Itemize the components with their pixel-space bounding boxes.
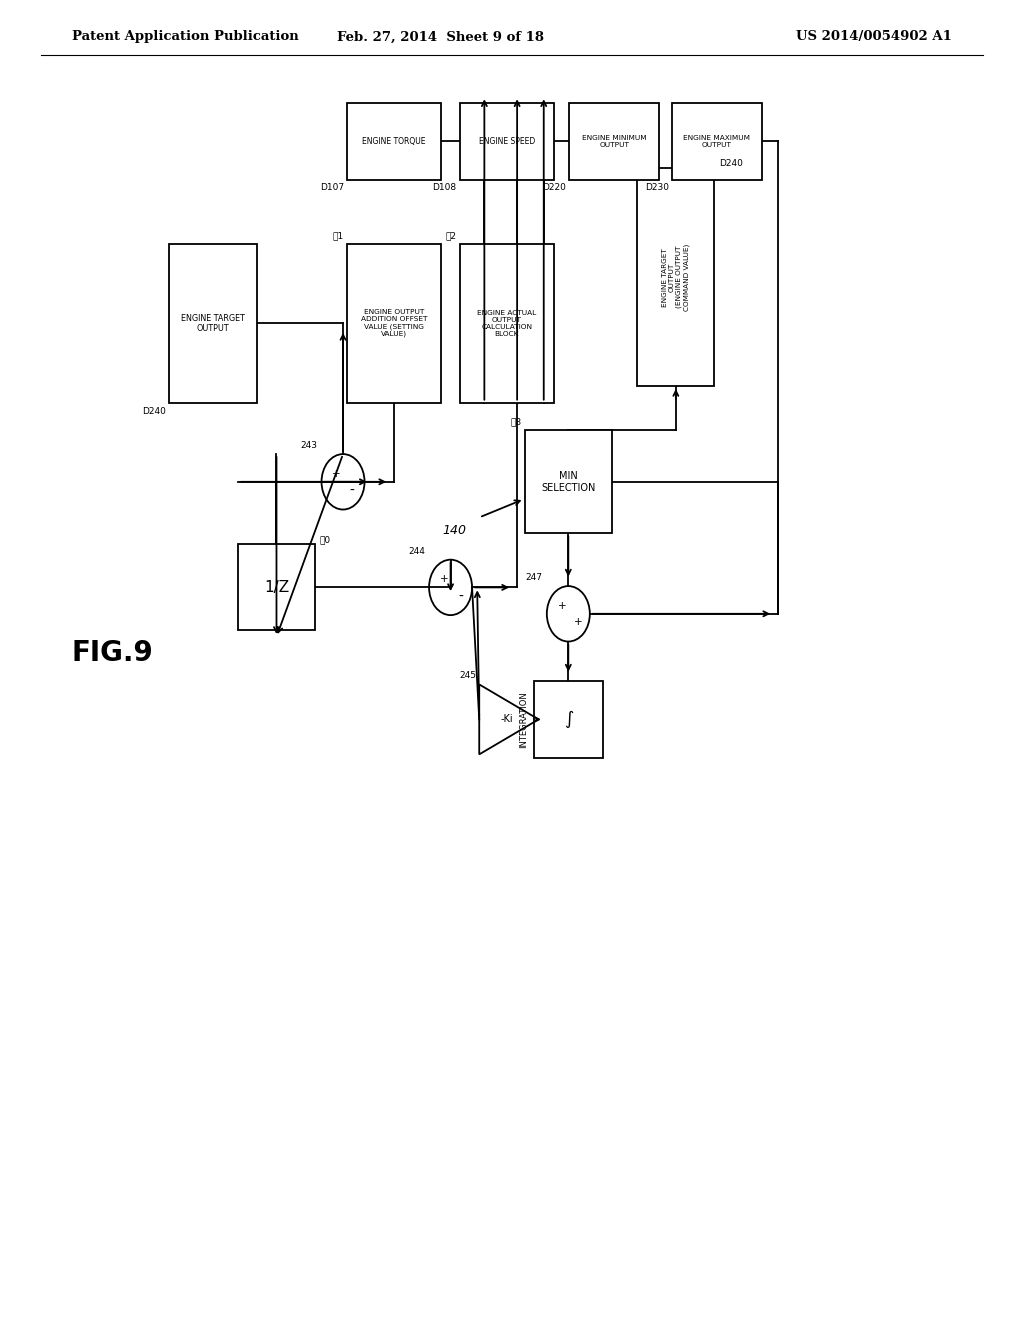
Text: +: + — [574, 616, 583, 627]
FancyBboxPatch shape — [534, 681, 603, 758]
FancyBboxPatch shape — [169, 244, 256, 403]
Text: -: - — [459, 590, 463, 603]
Text: ENGINE TARGET
OUTPUT: ENGINE TARGET OUTPUT — [181, 314, 245, 333]
Text: D107: D107 — [319, 183, 344, 193]
Text: 㰤0: 㰤0 — [319, 536, 331, 544]
Text: INTEGRATION: INTEGRATION — [519, 692, 527, 747]
FancyBboxPatch shape — [460, 103, 554, 180]
FancyBboxPatch shape — [637, 168, 715, 385]
Text: ENGINE TORQUE: ENGINE TORQUE — [362, 137, 426, 145]
Text: Patent Application Publication: Patent Application Publication — [72, 30, 298, 44]
Text: 243: 243 — [300, 441, 317, 450]
Text: Feb. 27, 2014  Sheet 9 of 18: Feb. 27, 2014 Sheet 9 of 18 — [337, 30, 544, 44]
Text: ENGINE ACTUAL
OUTPUT
CALCULATION
BLOCK: ENGINE ACTUAL OUTPUT CALCULATION BLOCK — [477, 310, 537, 337]
FancyBboxPatch shape — [238, 544, 315, 630]
Text: +: + — [558, 601, 566, 611]
Text: D220: D220 — [543, 183, 566, 193]
FancyBboxPatch shape — [460, 244, 554, 403]
Text: FIG.9: FIG.9 — [72, 639, 154, 668]
FancyBboxPatch shape — [672, 103, 762, 180]
Text: 㰤8: 㰤8 — [511, 417, 522, 426]
Text: 1/Z: 1/Z — [264, 579, 289, 595]
Text: ENGINE TARGET
OUTPUT
(ENGINE OUTPUT
COMMAND VALUE): ENGINE TARGET OUTPUT (ENGINE OUTPUT COMM… — [662, 244, 690, 310]
FancyBboxPatch shape — [347, 103, 441, 180]
FancyBboxPatch shape — [347, 244, 441, 403]
Text: MIN
SELECTION: MIN SELECTION — [541, 471, 596, 492]
Text: 㰤2: 㰤2 — [445, 231, 457, 240]
Text: ENGINE MINIMUM
OUTPUT: ENGINE MINIMUM OUTPUT — [582, 135, 647, 148]
Text: -: - — [350, 484, 354, 498]
Text: 㰤1: 㰤1 — [333, 231, 344, 240]
Text: D240: D240 — [142, 407, 166, 416]
Text: +: + — [440, 574, 449, 585]
Text: ENGINE OUTPUT
ADDITION OFFSET
VALUE (SETTING
VALUE): ENGINE OUTPUT ADDITION OFFSET VALUE (SET… — [361, 309, 427, 338]
Text: D240: D240 — [719, 160, 743, 168]
Text: -Ki: -Ki — [501, 714, 513, 725]
Text: ∫: ∫ — [563, 710, 573, 729]
Text: 247: 247 — [525, 573, 543, 582]
Text: ENGINE MAXIMUM
OUTPUT: ENGINE MAXIMUM OUTPUT — [683, 135, 751, 148]
Text: 245: 245 — [459, 672, 476, 681]
Text: US 2014/0054902 A1: US 2014/0054902 A1 — [797, 30, 952, 44]
Text: +: + — [332, 469, 340, 479]
Text: 244: 244 — [409, 546, 425, 556]
Text: 140: 140 — [442, 524, 466, 537]
Text: D108: D108 — [432, 183, 457, 193]
FancyBboxPatch shape — [569, 103, 659, 180]
Text: ENGINE SPEED: ENGINE SPEED — [479, 137, 535, 145]
FancyBboxPatch shape — [525, 430, 612, 533]
Text: D230: D230 — [645, 183, 669, 193]
